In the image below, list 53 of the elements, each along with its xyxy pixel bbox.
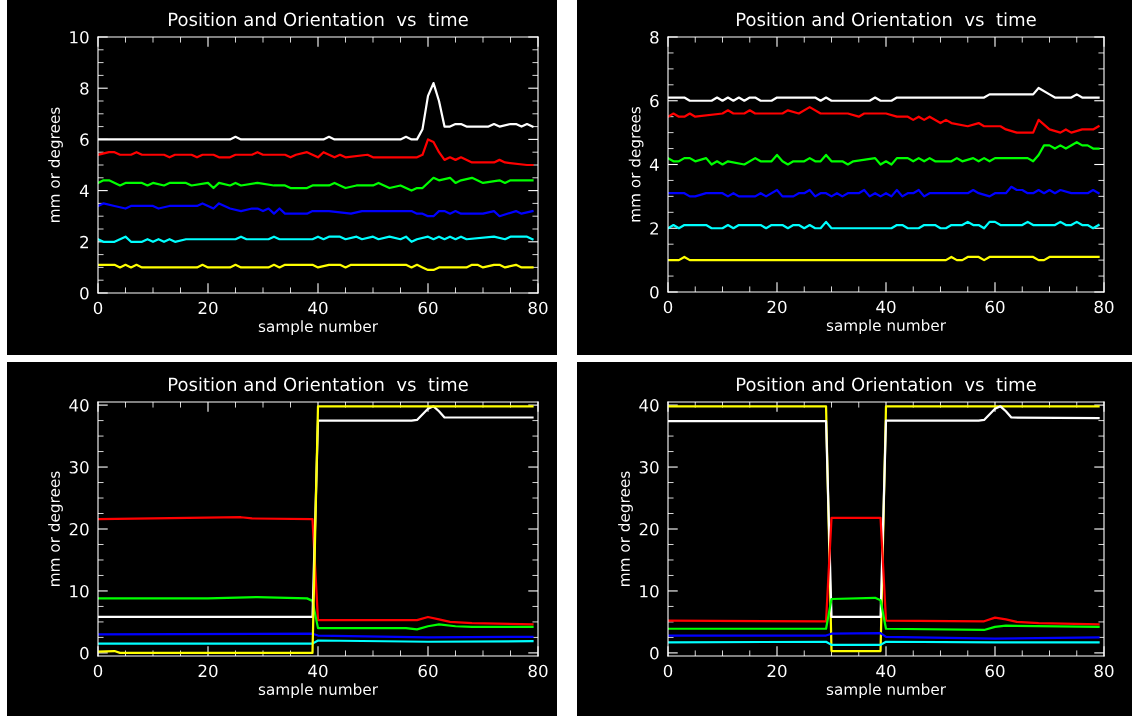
x-tick-label: 20 xyxy=(198,664,218,678)
x-tick-label: 20 xyxy=(198,301,218,315)
y-tick-label: 0 xyxy=(80,646,89,660)
y-tick-label: 4 xyxy=(79,184,89,197)
x-tick-label: 80 xyxy=(528,301,548,315)
x-tick-label: 0 xyxy=(93,301,103,315)
y-tick-label: 30 xyxy=(69,461,89,474)
chart-title: Position and Orientation vs time xyxy=(737,12,1036,27)
y-axis-title: mm or degrees xyxy=(48,107,63,222)
y-tick-label: 0 xyxy=(650,646,659,660)
y-tick-label: 40 xyxy=(69,399,89,412)
y-tick-label: 30 xyxy=(639,461,659,474)
chart-title: Position and Orientation vs time xyxy=(169,377,468,392)
y-tick-label: 6 xyxy=(650,94,659,108)
y-tick-label: 8 xyxy=(650,30,659,44)
x-tick-label: 40 xyxy=(308,301,328,315)
y-axis-title: mm or degrees xyxy=(618,471,633,586)
y-axis-title: mm or degrees xyxy=(48,471,63,586)
x-tick-label: 80 xyxy=(1094,664,1114,678)
y-tick-label: 20 xyxy=(69,522,89,536)
y-tick-label: 2 xyxy=(650,222,658,235)
y-tick-label: 20 xyxy=(639,522,659,536)
y-tick-label: 40 xyxy=(639,399,659,412)
x-tick-label: 0 xyxy=(93,664,103,678)
x-tick-label: 40 xyxy=(876,300,896,314)
x-axis-title: sample number xyxy=(258,683,379,699)
y-tick-label: 0 xyxy=(650,285,659,299)
x-tick-label: 80 xyxy=(1094,300,1114,314)
x-tick-label: 40 xyxy=(876,664,896,678)
x-tick-label: 60 xyxy=(985,300,1005,314)
x-axis-title: sample number xyxy=(826,319,947,335)
x-tick-label: 60 xyxy=(418,301,438,315)
y-tick-label: 10 xyxy=(640,584,659,598)
y-tick-label: 10 xyxy=(70,30,89,44)
x-tick-label: 60 xyxy=(418,664,438,678)
x-tick-label: 0 xyxy=(663,664,673,678)
y-tick-label: 4 xyxy=(649,158,659,171)
x-tick-label: 60 xyxy=(985,664,1005,678)
x-tick-label: 20 xyxy=(767,664,787,678)
chart-title: Position and Orientation vs time xyxy=(737,377,1036,392)
x-axis-title: sample number xyxy=(826,683,947,699)
x-tick-label: 80 xyxy=(528,664,548,678)
y-axis-title: mm or degrees xyxy=(628,106,644,222)
x-tick-label: 0 xyxy=(663,300,673,314)
x-tick-label: 40 xyxy=(308,664,328,678)
y-tick-label: 6 xyxy=(80,133,89,146)
chart-title: Position and Orientation vs time xyxy=(169,12,468,27)
y-tick-label: 8 xyxy=(80,82,89,95)
y-tick-label: 2 xyxy=(80,235,88,249)
y-tick-label: 0 xyxy=(80,286,89,300)
x-tick-label: 20 xyxy=(767,300,787,314)
x-axis-title: sample number xyxy=(258,320,379,336)
y-tick-label: 10 xyxy=(70,584,89,598)
